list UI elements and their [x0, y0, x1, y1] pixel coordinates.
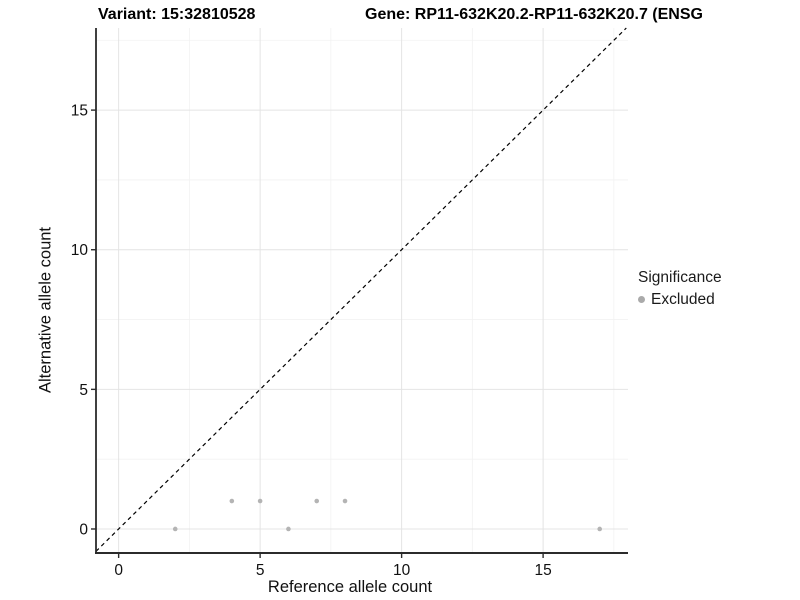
- data-point: [597, 526, 603, 532]
- y-tick-label: 15: [71, 103, 88, 120]
- y-axis-title: Alternative allele count: [36, 226, 55, 394]
- plot-title-variant: Variant: 15:32810528: [98, 6, 256, 23]
- data-point: [172, 526, 178, 532]
- x-tick-label: 5: [256, 562, 265, 579]
- legend: Significance Excluded: [638, 268, 722, 309]
- x-axis-title: Reference allele count: [267, 578, 433, 596]
- legend-item-excluded: Excluded: [638, 290, 722, 309]
- legend-item-label: Excluded: [651, 291, 715, 308]
- y-tick-label: 10: [71, 242, 89, 259]
- y-tick-label: 0: [79, 521, 88, 538]
- data-point: [314, 498, 320, 504]
- data-point: [342, 498, 348, 504]
- legend-title: Significance: [638, 269, 722, 286]
- y-tick-label: 5: [79, 382, 88, 399]
- data-point: [286, 526, 291, 532]
- x-tick-label: 10: [393, 562, 411, 579]
- identity-dashed-line: [95, 27, 627, 552]
- plot-title-gene: Gene: RP11-632K20.2-RP11-632K20.7 (ENSG: [365, 6, 703, 23]
- data-point: [257, 498, 263, 504]
- data-point: [229, 498, 235, 504]
- x-tick-label: 0: [114, 562, 123, 579]
- excluded-point-swatch-icon: [638, 296, 645, 303]
- x-tick-label: 15: [534, 562, 551, 579]
